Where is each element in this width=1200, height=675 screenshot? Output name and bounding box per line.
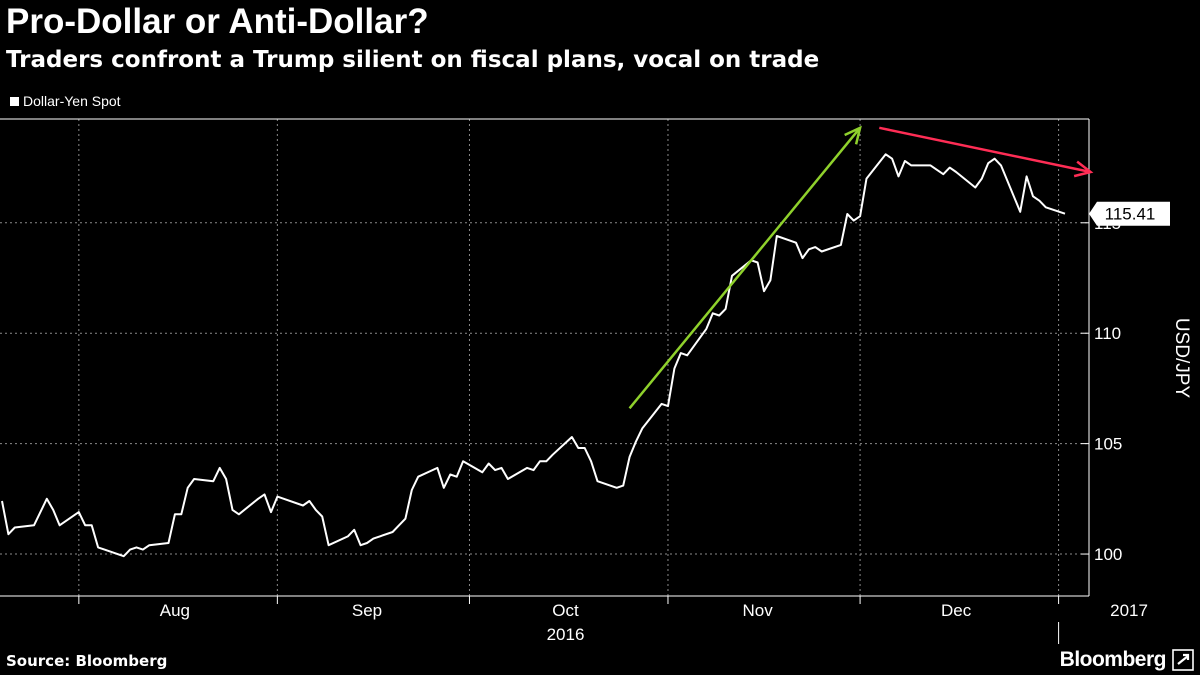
annotation-arrow-line: [879, 126, 1091, 174]
bloomberg-logo-icon: [1172, 649, 1194, 671]
down-arrow-icon: [1073, 160, 1094, 178]
up-arrow-icon: [844, 125, 862, 145]
legend-label: Dollar-Yen Spot: [23, 93, 121, 109]
x-tick-label: Nov: [743, 601, 774, 620]
legend: Dollar-Yen Spot: [10, 92, 121, 110]
x-tick-label: 2017: [1110, 601, 1148, 620]
x-tick-label: Aug: [160, 601, 190, 620]
y-tick-label: 100: [1094, 545, 1122, 564]
x-year-label: 2016: [547, 625, 585, 644]
annotation-arrow-line: [628, 127, 862, 410]
last-value-flag: [1089, 201, 1170, 226]
x-tick-label: Oct: [552, 601, 579, 620]
series-line-dollar-yen: [1, 153, 1066, 558]
last-value-label: 115.41: [1105, 205, 1156, 224]
y-axis-label: USD/JPY: [1171, 318, 1192, 399]
brand-wordmark: Bloomberg: [1059, 648, 1167, 671]
x-tick-label: Dec: [941, 601, 972, 620]
x-tick-label: Sep: [352, 601, 382, 620]
chart-subtitle: Traders confront a Trump silient on fisc…: [6, 47, 820, 73]
y-tick-label: 105: [1094, 435, 1122, 454]
chart-title: Pro-Dollar or Anti-Dollar?: [6, 2, 429, 41]
source-note: Source: Bloomberg: [6, 652, 168, 670]
legend-swatch: [10, 96, 19, 106]
y-tick-label: 110: [1094, 324, 1121, 343]
